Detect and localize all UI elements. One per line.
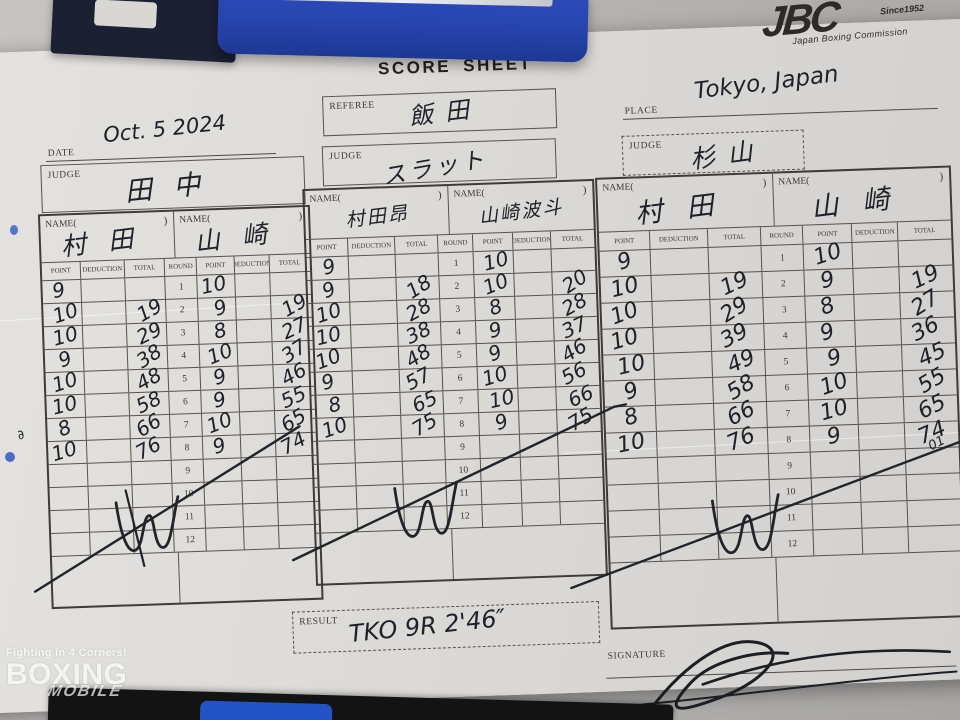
- place-label: PLACE: [624, 105, 658, 117]
- referee-label: REFEREE: [329, 100, 375, 113]
- clipboard-clip-object: [50, 0, 239, 63]
- date-label: DATE: [47, 148, 75, 159]
- signature-scrawl: [608, 640, 958, 720]
- clipboard-clip-slot: [93, 0, 158, 29]
- score-table-judge-tanaka: NAME() 村田 NAME() 山崎 POINT DEDUCTION TOTAL ROUND…: [33, 204, 324, 610]
- judge-center-field: JUDGE スラット: [321, 138, 558, 190]
- score-table-judge-suratto: NAME() 村田昂 NAME() 山崎波斗 POINT DEDUCTION TOTAL RO…: [291, 178, 628, 586]
- pen-case-label-strip: [252, 0, 553, 7]
- judge-right-field: JUDGE 杉山: [621, 129, 805, 176]
- score-table-judge-sugiyama: NAME() 村田 NAME() 山崎 POINT DEDUCTION TOTAL ROUND…: [570, 165, 960, 630]
- judge-left-field: JUDGE 田中: [40, 156, 306, 214]
- result-label: RESULT: [299, 616, 339, 628]
- judge-left-handwritten: 田中: [123, 167, 224, 209]
- boxing-mobile-watermark: Fighting in 4 Corners! BOXING MOBILE: [6, 647, 128, 701]
- blue-item-below-sheet: [199, 700, 333, 720]
- watermark-brand: BOXING: [6, 658, 128, 691]
- date-handwritten: Oct. 5 2024: [102, 110, 228, 148]
- watermark-tagline: Fighting in 4 Corners!: [6, 647, 127, 659]
- result-handwritten: TKO 9R 2'46″: [347, 603, 507, 649]
- blue-dot-mark: [5, 452, 15, 462]
- strike-through-scrawl: [570, 438, 960, 590]
- signature-field: SIGNATURE: [605, 624, 958, 720]
- judge-left-label: JUDGE: [47, 169, 81, 181]
- referee-field: REFEREE 飯田: [322, 88, 558, 137]
- judge-center-label: JUDGE: [328, 150, 363, 163]
- judge-right-label: JUDGE: [628, 140, 663, 152]
- blue-pen-case: [217, 0, 589, 63]
- strike-through-scrawl: [291, 403, 628, 562]
- judge-right-handwritten: 杉山: [688, 134, 767, 175]
- blue-dot-mark: [10, 225, 18, 235]
- strike-through-scrawl: [33, 425, 301, 593]
- watermark-sub: MOBILE: [46, 683, 125, 700]
- date-field: DATE Oct. 5 2024: [44, 105, 276, 163]
- referee-handwritten: 飯田: [407, 94, 482, 132]
